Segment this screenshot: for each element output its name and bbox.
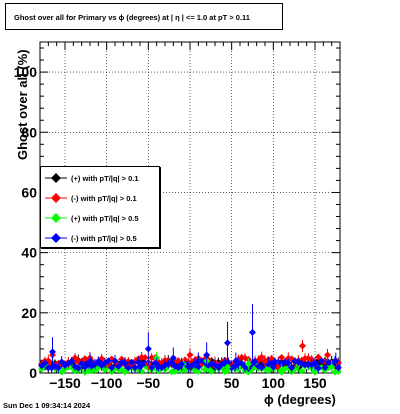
y-tick-label: 100 [14, 64, 38, 80]
x-tick-label: 100 [262, 375, 286, 391]
blue-point [121, 359, 129, 367]
blue-point [74, 364, 82, 372]
x-tick-label: 50 [224, 375, 240, 391]
blue-point-notable [86, 357, 94, 365]
x-tick-label: −50 [136, 375, 160, 391]
red-point-notable [274, 363, 281, 371]
green-point-notable [278, 366, 286, 374]
blue-point-notable [269, 363, 277, 371]
y-tick-label: 60 [21, 184, 37, 200]
green-point [101, 366, 109, 374]
legend-label: (-) with pT/|q| > 0.1 [71, 194, 137, 203]
red-point [141, 354, 149, 362]
blue-point-notable [194, 357, 202, 365]
blue-point [68, 357, 76, 365]
blue-point [131, 364, 139, 372]
red-point-notable [261, 357, 269, 365]
legend-entry-plus-05: (+) with pT/|q| > 0.5 [41, 208, 159, 228]
blue-point-notable [144, 345, 152, 353]
blue-point [114, 362, 122, 370]
y-tick-label: 0 [29, 365, 37, 381]
blue-point-notable [311, 360, 319, 368]
x-tick-label: 150 [303, 375, 327, 391]
blue-point-notable [249, 328, 256, 336]
blue-point-notable [153, 360, 161, 368]
green-point-notable [224, 363, 231, 371]
green-point [194, 367, 202, 375]
y-tick-label: 80 [21, 124, 37, 140]
blue-point [238, 359, 246, 367]
blue-point-notable [169, 354, 177, 362]
x-axis-label: ϕ (degrees) [264, 392, 336, 407]
green-point-notable [244, 360, 252, 368]
green-point [334, 367, 342, 375]
red-point [314, 353, 322, 361]
blue-point [128, 358, 136, 366]
blue-point [288, 364, 296, 372]
blue-point [284, 359, 292, 367]
legend-label: (+) with pT/|q| > 0.5 [71, 214, 139, 223]
red-point-notable [186, 351, 194, 359]
blue-point [108, 364, 116, 372]
blue-point [321, 364, 329, 372]
blue-point-notable [215, 363, 223, 371]
blue-point-notable [203, 351, 211, 359]
y-tick-label: 20 [21, 305, 37, 321]
legend-marker-icon [45, 233, 67, 243]
chart-title: Ghost over all for Primary vs ϕ (degrees… [5, 3, 283, 30]
legend-marker-icon [45, 193, 67, 203]
x-tick-label: −150 [49, 375, 81, 391]
blue-point [41, 359, 49, 367]
blue-point [314, 364, 322, 372]
blue-point [54, 364, 62, 372]
green-point-notable [328, 363, 336, 371]
red-point [278, 353, 286, 361]
blue-point [111, 357, 119, 365]
green-point [311, 368, 319, 376]
blue-point [318, 357, 326, 365]
legend-entry-minus-05: (-) with pT/|q| > 0.5 [41, 228, 159, 248]
blue-point [104, 357, 112, 365]
blue-point-notable [332, 357, 340, 365]
blue-point [81, 363, 89, 371]
blue-point-notable [232, 357, 240, 365]
blue-point [124, 364, 132, 372]
x-tick-label: 0 [186, 375, 194, 391]
red-point-notable [324, 351, 331, 359]
blue-point [334, 364, 342, 372]
blue-point [258, 363, 266, 371]
x-tick-label: −100 [91, 375, 123, 391]
legend-entry-minus-01: (-) with pT/|q| > 0.1 [41, 188, 159, 208]
legend: (+) with pT/|q| > 0.1 (-) with pT/|q| > … [40, 166, 160, 248]
legend-label: (-) with pT/|q| > 0.5 [71, 234, 137, 243]
blue-point-notable [224, 339, 231, 347]
legend-marker-icon [45, 173, 67, 183]
legend-marker-icon [45, 213, 67, 223]
blue-point [94, 357, 102, 365]
blue-point [224, 358, 232, 366]
red-point-notable [299, 342, 306, 350]
green-point [298, 367, 306, 375]
y-axis-label: Ghost over all (%) [15, 49, 30, 160]
timestamp: Sun Dec 1 09:34:14 2024 [3, 401, 91, 410]
blue-point-notable [136, 363, 144, 371]
blue-point [251, 358, 259, 366]
legend-entry-plus-01: (+) with pT/|q| > 0.1 [41, 168, 159, 188]
green-point [208, 367, 216, 375]
blue-point-notable [49, 348, 56, 356]
legend-label: (+) with pT/|q| > 0.1 [71, 174, 139, 183]
y-tick-label: 40 [21, 245, 37, 261]
blue-point-notable [178, 360, 186, 368]
data-points [38, 303, 342, 376]
